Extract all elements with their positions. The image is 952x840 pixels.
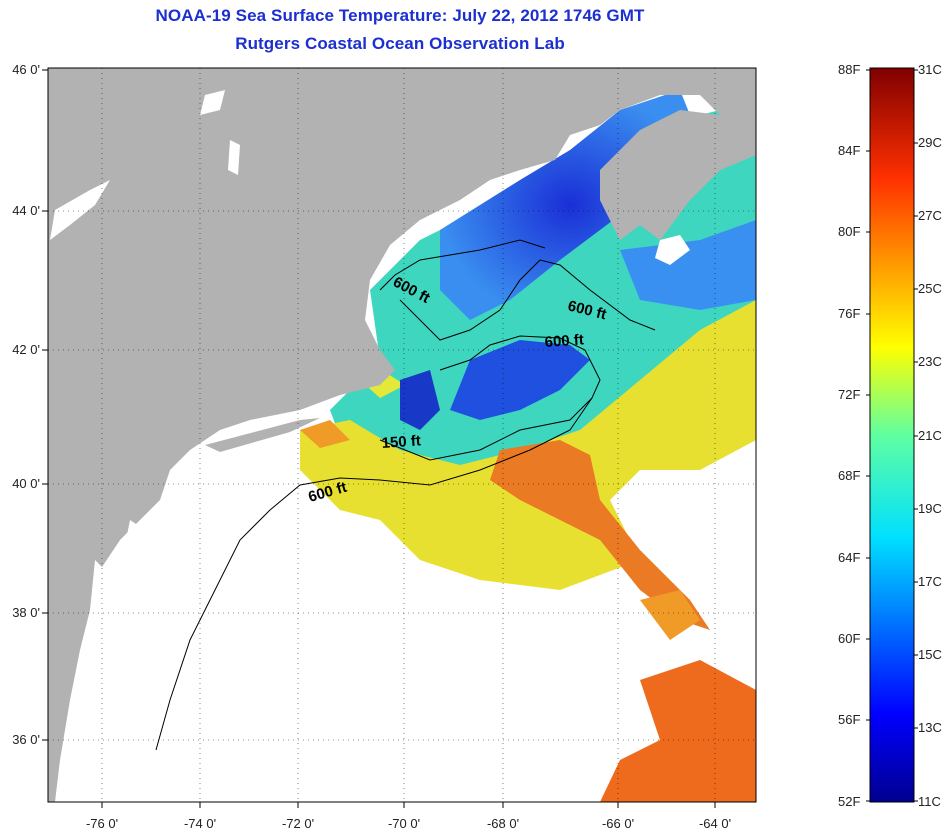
colorbar-c-label: 25C [918,281,942,296]
colorbar-c-label: 15C [918,647,942,662]
colorbar-f-label: 84F [838,143,861,158]
colorbar-c-label: 31C [918,62,942,77]
colorbar-c-label: 17C [918,574,942,589]
delaware-bay [125,520,145,555]
colorbar-f-label: 88F [838,62,861,77]
colorbar-c-label: 23C [918,354,942,369]
chart-title: NOAA-19 Sea Surface Temperature: July 22… [155,6,645,25]
colorbar-c-label: 27C [918,208,942,223]
colorbar-c-label: 19C [918,501,942,516]
contour-label: 150 ft [381,432,421,452]
chesapeake-bay [80,560,110,720]
sst-blue-shelf [620,220,756,310]
colorbar-f-label: 56F [838,712,861,727]
sst-cold-bank [450,340,590,420]
sst-hot-patches [230,402,700,640]
sst-hot-water-southeast [600,660,756,802]
colorbar [869,67,915,803]
colorbar-f-label: 72F [838,387,861,402]
lon-label: -64 0' [699,816,731,831]
map-grid [48,68,756,802]
sst-cold-cape [400,370,440,430]
lon-label: -76 0' [86,816,118,831]
colorbar-f-label: 80F [838,224,861,239]
colorbar-c-label: 11C [918,794,941,809]
colorbar-c-label: 13C [918,720,942,735]
colorbar-f-label: 68F [838,468,861,483]
map-ticks [42,69,716,808]
lon-label: -68 0' [487,816,519,831]
lat-label: 42 0' [12,342,40,357]
colorbar-ticks [866,69,918,802]
colorbar-f-label: 52F [838,794,861,809]
depth-contours [155,239,656,751]
lat-label: 44 0' [12,203,40,218]
lon-label: -74 0' [184,816,216,831]
long-island-sound [230,410,310,440]
lon-label: -66 0' [602,816,634,831]
colorbar-f-label: 76F [838,306,861,321]
sst-warm-water [300,300,756,590]
land-mass [48,68,756,802]
lat-label: 40 0' [12,476,40,491]
lon-label: -70 0' [388,816,420,831]
colorbar-f-label: 64F [838,550,861,565]
colorbar-f-label: 60F [838,631,861,646]
contour-label: 600 ft [544,331,584,351]
long-island [205,418,320,452]
map-border [47,67,757,803]
colorbar-c-label: 21C [918,428,942,443]
sst-hot-water [490,440,710,630]
lat-label: 38 0' [12,605,40,620]
chart-subtitle: Rutgers Coastal Ocean Observation Lab [235,34,565,53]
nova-scotia [600,115,756,240]
lon-label: -72 0' [282,816,314,831]
colorbar-c-label: 29C [918,135,942,150]
lat-label: 46 0' [12,62,40,77]
lat-label: 36 0' [12,732,40,747]
